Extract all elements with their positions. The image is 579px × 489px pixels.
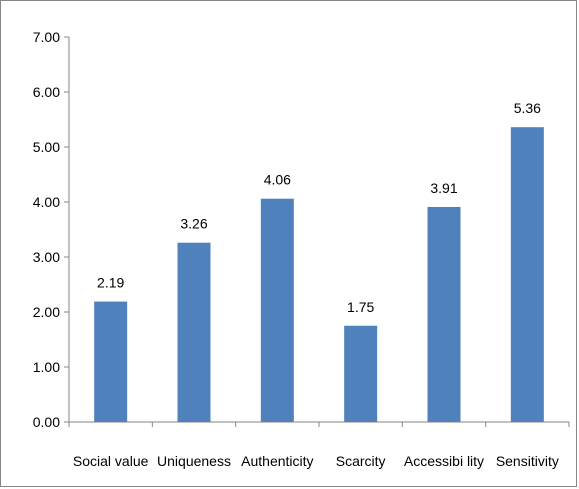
- bar: [510, 127, 544, 422]
- y-tick-label: 3.00: [33, 249, 60, 265]
- y-tick-label: 0.00: [33, 414, 60, 430]
- bar: [344, 325, 378, 422]
- category-label: Social value: [73, 453, 149, 469]
- bar: [260, 198, 294, 422]
- data-label: 5.36: [514, 100, 541, 116]
- data-label: 4.06: [264, 172, 291, 188]
- bars: [94, 127, 544, 422]
- bar: [94, 301, 128, 422]
- y-tick-label: 2.00: [33, 304, 60, 320]
- chart-axes: [68, 37, 570, 427]
- category-labels: Social value Uniqueness Authenticity Scarci…: [73, 453, 559, 469]
- category-label: Accessibi lity: [404, 453, 484, 469]
- data-label: 3.26: [180, 216, 207, 232]
- category-label: Uniqueness: [157, 453, 231, 469]
- data-label: 1.75: [347, 299, 374, 315]
- category-label: Authenticity: [241, 453, 313, 469]
- category-label: Scarcity: [336, 453, 386, 469]
- y-tick-label: 5.00: [33, 139, 60, 155]
- data-labels: 2.19 3.26 4.06 1.75 3.91 5.36: [97, 100, 541, 315]
- y-tick-label: 6.00: [33, 84, 60, 100]
- category-label: Sensitivity: [496, 453, 559, 469]
- y-tick-label: 1.00: [33, 359, 60, 375]
- y-axis-ticks: 0.00 1.00 2.00 3.00 4.00 5.00 6.00 7.00: [33, 29, 69, 430]
- y-tick-label: 7.00: [33, 29, 60, 45]
- bar: [177, 242, 211, 422]
- y-tick-label: 4.00: [33, 194, 60, 210]
- bar: [427, 206, 461, 422]
- data-label: 2.19: [97, 275, 124, 291]
- data-label: 3.91: [430, 180, 457, 196]
